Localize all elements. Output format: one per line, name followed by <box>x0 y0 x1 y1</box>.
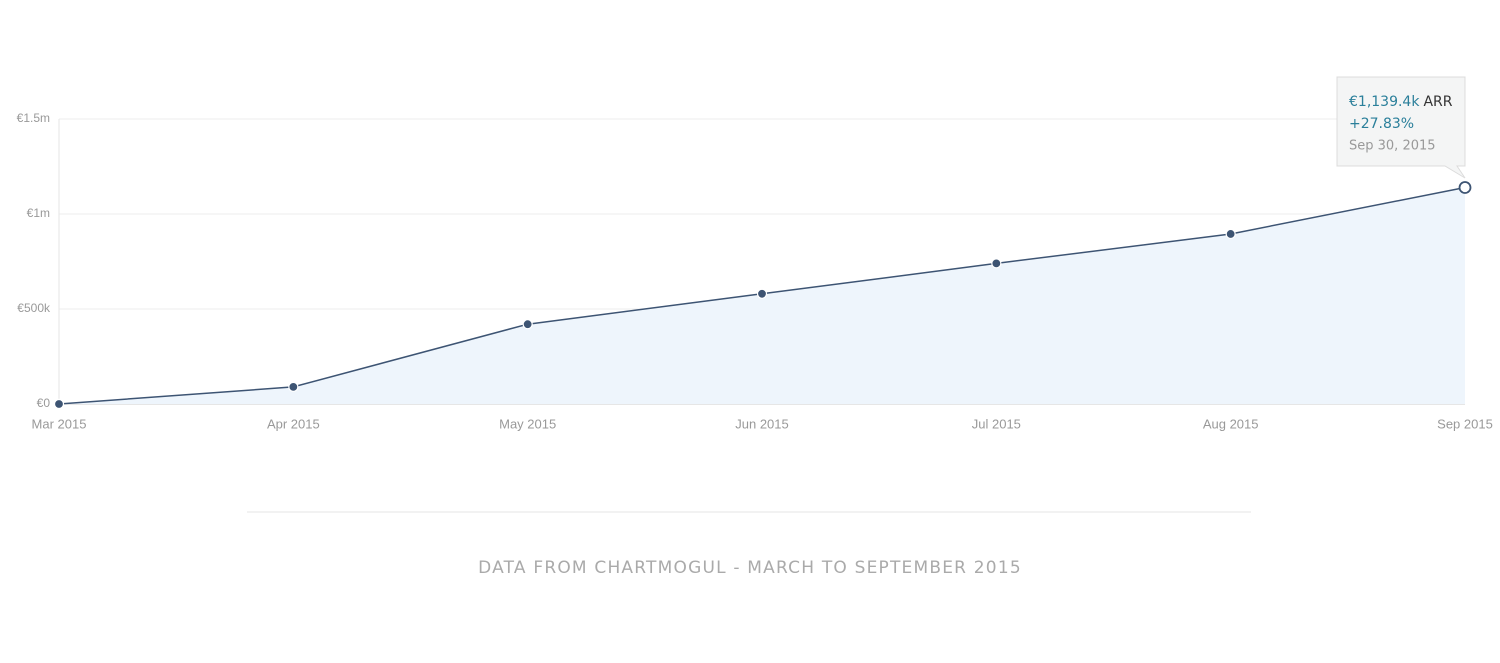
point <box>756 288 768 299</box>
x-tick-label: Jun 2015 <box>735 416 789 431</box>
tooltip-date: Sep 30, 2015 <box>1349 139 1436 154</box>
tooltip-amount: €1,139.4k <box>1349 94 1420 110</box>
point <box>1458 181 1472 194</box>
tooltip-value: €1,139.4k ARR <box>1349 94 1453 110</box>
caption: DATA FROM CHARTMOGUL - MARCH TO SEPTEMBE… <box>478 558 1022 578</box>
tooltip-change: +27.83% <box>1349 116 1414 132</box>
point <box>991 258 1002 269</box>
tooltip-box <box>1336 76 1466 179</box>
tooltip-unit: ARR <box>1423 94 1452 110</box>
x-tick-label: Sep 2015 <box>1437 416 1493 431</box>
x-tick-label: Jul 2015 <box>972 416 1021 431</box>
plot: €0 €500k €1m €1.5m Mar 2015 Apr 2015 May 2015 J… <box>17 111 1493 431</box>
y-tick-label: €0 <box>37 396 51 410</box>
x-tick-label: Mar 2015 <box>32 416 87 431</box>
point <box>288 381 299 392</box>
point <box>1225 228 1236 240</box>
x-tick-label: May 2015 <box>499 416 556 431</box>
y-tick-label: €500k <box>17 301 51 315</box>
y-tick-label: €1.5m <box>17 111 50 125</box>
x-tick-label: Aug 2015 <box>1203 416 1259 431</box>
tooltip: €1,139.4k ARR +27.83% Sep 30, 2015 <box>1336 76 1466 179</box>
point <box>522 319 533 330</box>
x-tick-label: Apr 2015 <box>267 416 320 431</box>
point <box>53 398 65 410</box>
y-tick-label: €1m <box>27 206 50 220</box>
